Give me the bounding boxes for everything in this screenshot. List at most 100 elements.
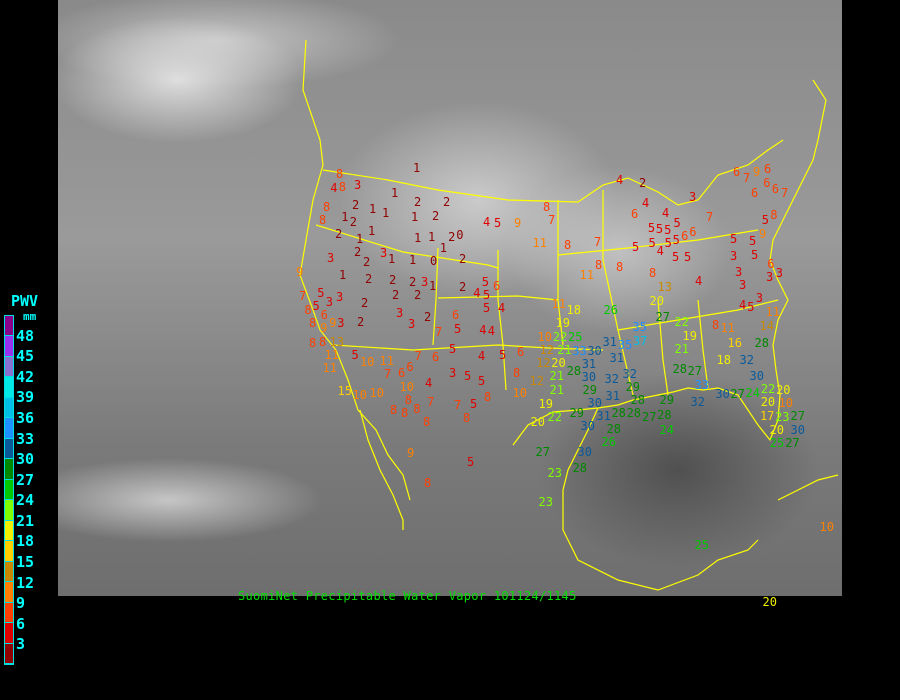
station-pwv-value: 28 [572, 460, 587, 475]
station-pwv-value: 5 [749, 233, 757, 248]
station-pwv-value: 27 [641, 409, 657, 424]
station-pwv-value: 30 [581, 369, 597, 384]
station-pwv-value: 11 [379, 353, 394, 368]
legend-swatch [5, 643, 13, 664]
legend-swatch [5, 316, 13, 337]
station-pwv-value: 6 [767, 256, 775, 271]
station-pwv-value: 8 [309, 335, 317, 350]
station-pwv-value: 13 [657, 280, 672, 295]
station-pwv-value: 6 [517, 344, 525, 359]
station-pwv-value: 1 [369, 201, 377, 216]
station-pwv-value: 11 [324, 347, 339, 362]
station-pwv-value: 25 [694, 537, 709, 552]
station-pwv-value: 28 [672, 361, 687, 376]
station-pwv-value: 1 [339, 267, 347, 282]
legend-label: 45 [16, 347, 35, 366]
station-pwv-value: 31 [602, 335, 617, 350]
station-pwv-value: 5 [317, 285, 325, 300]
station-pwv-value: 8 [413, 401, 421, 416]
station-pwv-value: 3 [766, 269, 774, 284]
legend-label: 48 [16, 326, 35, 345]
station-pwv-value: 8 [319, 334, 327, 349]
station-pwv-value: 5 [648, 236, 656, 251]
station-pwv-value: 33 [694, 377, 709, 392]
legend-label: 18 [16, 532, 35, 551]
station-pwv-value: 28 [606, 422, 621, 437]
legend-color-bar [4, 315, 14, 665]
station-pwv-value: 4 [473, 285, 481, 300]
station-pwv-value: 4 [425, 375, 433, 390]
state-line [432, 247, 439, 346]
station-pwv-value: 4 [656, 243, 664, 258]
station-pwv-value: 20 [760, 395, 776, 410]
station-pwv-value: 33 [572, 343, 587, 358]
station-pwv-value: 2 [363, 254, 371, 269]
atlantic-coast [769, 79, 827, 396]
station-pwv-value: 2 [443, 194, 451, 209]
legend-swatch [5, 541, 13, 562]
station-pwv-value: 5 [747, 299, 755, 314]
station-pwv-value: 11 [579, 267, 594, 282]
station-pwv-value: 21 [674, 341, 689, 356]
station-pwv-value: 31 [596, 408, 611, 423]
station-pwv-value: 8 [616, 259, 624, 274]
station-pwv-value: 8 [424, 475, 432, 490]
station-pwv-value: 28 [630, 393, 645, 408]
legend-label: 15 [16, 553, 35, 572]
station-pwv-value: 30 [587, 395, 602, 410]
station-pwv-value: 4 [498, 300, 506, 315]
state-line [657, 299, 669, 396]
satellite-map [58, 0, 842, 596]
station-pwv-value: 3 [735, 264, 743, 279]
station-pwv-value: 27 [535, 444, 550, 459]
station-pwv-value: 5 [672, 232, 680, 247]
legend-label: 39 [16, 388, 35, 407]
station-pwv-value: 8 [463, 410, 471, 425]
station-pwv-value: 11 [532, 235, 547, 250]
station-pwv-value: 6 [432, 349, 440, 364]
station-pwv-value: 5 [673, 215, 681, 230]
station-pwv-value: 12 [536, 356, 551, 371]
station-pwv-value: 9 [296, 264, 304, 279]
station-pwv-value: 3 [739, 278, 747, 293]
station-pwv-value: 32 [604, 371, 619, 386]
station-pwv-value: 5 [684, 249, 692, 264]
station-pwv-value: 16 [727, 335, 742, 350]
station-pwv-value: 2 [349, 214, 357, 229]
station-pwv-value: 7 [743, 170, 751, 185]
station-pwv-value: 7 [454, 397, 462, 412]
station-pwv-value: 10 [778, 395, 793, 410]
station-pwv-value: 2 [389, 272, 397, 287]
station-pwv-value: 20 [769, 422, 784, 437]
legend-unit: mm [23, 310, 37, 323]
state-line [437, 295, 559, 301]
station-pwv-value: 4 [478, 348, 486, 363]
station-pwv-value: 5 [464, 368, 472, 383]
station-pwv-value: 5 [478, 373, 486, 388]
station-pwv-value: 18 [566, 303, 581, 318]
station-pwv-value: 4 [483, 214, 491, 229]
station-pwv-value: 5 [730, 231, 738, 246]
station-pwv-value: 6 [406, 359, 414, 374]
legend-swatch [5, 356, 13, 378]
station-pwv-value: 8 [323, 199, 331, 214]
station-pwv-value: 22 [552, 329, 568, 344]
station-pwv-value: 1 [368, 223, 376, 238]
station-pwv-value: 25 [568, 329, 583, 344]
station-pwv-value: 5 [481, 274, 489, 289]
station-pwv-value: 1 [428, 229, 436, 244]
station-pwv-value: 20 [530, 414, 545, 429]
legend-label: 6 [16, 614, 26, 633]
station-pwv-value: 4 [662, 205, 670, 220]
station-pwv-value: 7 [299, 288, 307, 303]
station-pwv-value: 19 [682, 328, 697, 343]
station-pwv-value: 2 [335, 226, 343, 241]
station-pwv-value: 28 [754, 335, 769, 350]
station-pwv-value: 3 [336, 289, 344, 304]
station-pwv-value: 5 [351, 347, 359, 362]
station-pwv-value: 8 [319, 212, 327, 227]
station-pwv-value: 1 [429, 278, 437, 293]
station-pwv-value: 5 [499, 347, 507, 362]
station-pwv-value: 5 [672, 249, 680, 264]
